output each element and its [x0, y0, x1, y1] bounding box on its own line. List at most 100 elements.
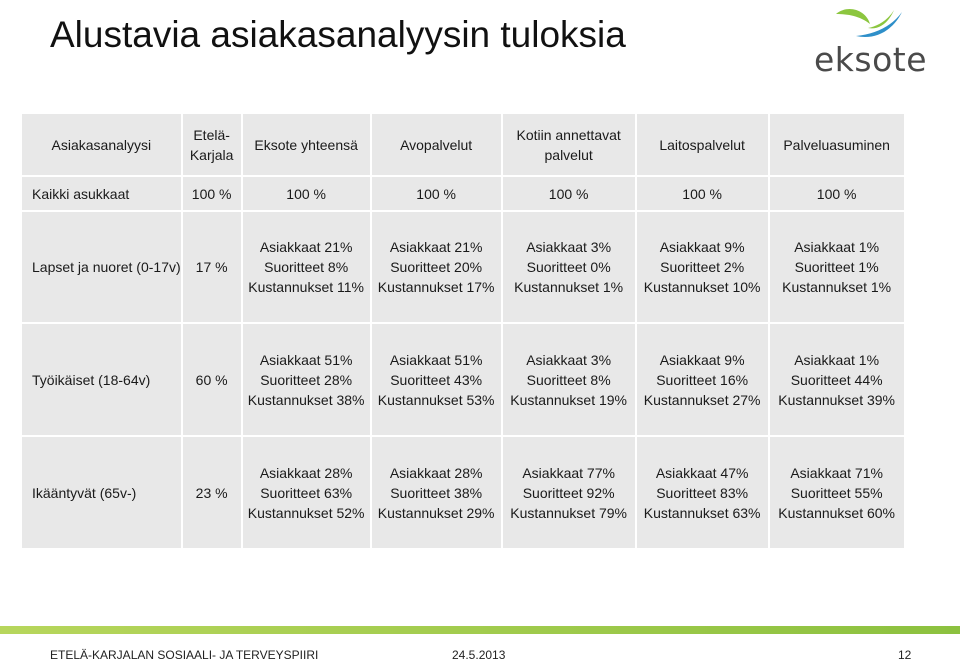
table-cell: 100 % [636, 177, 768, 210]
cell-line: Suoritteet 63% [260, 484, 353, 501]
page-number: 12 [898, 648, 912, 662]
cell-line: 17 % [195, 259, 228, 275]
table-row: Kaikki asukkaat 100 % 100 % 100 % 100 % … [22, 177, 904, 210]
cell-line: Ikääntyvät (65v-) [32, 484, 137, 501]
cell-line: Kustannukset 63% [643, 504, 761, 521]
cell-line: Suoritteet 83% [656, 484, 749, 501]
table-cell: Asiakkaat 21% Suoritteet 8% Kustannukset 1… [242, 212, 370, 322]
cell-line: Etelä- [193, 126, 230, 143]
logo-text: eksote [814, 40, 928, 79]
cell-line: Suoritteet 8% [264, 259, 349, 275]
cell-line: Kustannukset 17% [377, 279, 495, 295]
table-cell: Asiakkaat 51% Suoritteet 28% Kustannukset … [242, 324, 370, 435]
cell-line: Kustannukset 19% [510, 391, 628, 408]
cell-line: 100 % [548, 185, 589, 202]
cell-line: Suoritteet 92% [522, 484, 615, 501]
cell-line: 100 % [416, 185, 456, 202]
row-label: Kaikki asukkaat [22, 177, 181, 210]
table-cell: Asiakkaat 51% Suoritteet 43% Kustannukset … [371, 324, 501, 435]
row-label: Lapset ja nuoret (0-17v) [22, 212, 181, 322]
table-cell: Asiakkaat 1% Suoritteet 1% Kustannukset 1% [769, 212, 904, 322]
table-cell: Asiakkaat 71% Suoritteet 55% Kustannukset … [769, 437, 904, 548]
table-cell: 100 % [502, 177, 635, 210]
table-cell: Asiakkaat 1% Suoritteet 44% Kustannukset 3… [769, 324, 904, 435]
table-cell: 100 % [242, 177, 370, 210]
cell-line: Suoritteet 38% [390, 484, 483, 501]
table-cell: Asiakkaat 47% Suoritteet 83% Kustannukset … [636, 437, 768, 548]
table-row: Lapset ja nuoret (0-17v) 17 % Asiakkaat … [22, 212, 904, 322]
cell-line: Suoritteet 2% [660, 259, 745, 275]
cell-line: Suoritteet 0% [526, 259, 611, 275]
cell-line: Asiakkaat 28% [259, 464, 353, 481]
eksote-leaf-icon [836, 9, 902, 37]
cell-line: Eksote yhteensä [254, 136, 358, 153]
cell-line: 100 % [286, 185, 326, 202]
slide-title: Alustavia asiakasanalyysin tuloksia [50, 14, 626, 55]
cell-line: Asiakkaat 1% [794, 239, 880, 255]
cell-line: Kustannukset 10% [643, 279, 761, 295]
table-header-row: Asiakasanalyysi Etelä- Karjala Eksote yht… [22, 114, 904, 175]
table-cell: Asiakkaat 28% Suoritteet 38% Kustannukset … [371, 437, 501, 548]
header-cell: Laitospalvelut [636, 114, 768, 175]
cell-line: Asiakkaat 3% [526, 239, 612, 255]
cell-line: 100 % [816, 185, 857, 202]
cell-line: Kustannukset 1% [514, 279, 624, 295]
table-cell: 17 % [182, 212, 241, 322]
cell-line: Kustannukset 39% [778, 391, 896, 408]
cell-line: 23 % [195, 484, 228, 501]
table-cell: Asiakkaat 3% Suoritteet 0% Kustannukset 1% [502, 212, 635, 322]
table-cell: Asiakkaat 21% Suoritteet 20% Kustannukset … [371, 212, 501, 322]
cell-line: Kustannukset 29% [377, 504, 495, 521]
row-label: Työikäiset (18-64v) [22, 324, 181, 435]
eksote-logo: eksote [812, 6, 927, 79]
header-cell: Etelä- Karjala [182, 114, 241, 175]
cell-line: Suoritteet 28% [260, 371, 353, 388]
header-cell: Palveluasuminen [769, 114, 904, 175]
cell-line: 100 % [191, 185, 232, 202]
table-row: Ikääntyvät (65v-) 23 % Asiakkaat 28% Suor… [22, 437, 904, 548]
header-cell: Kotiin annettavat palvelut [502, 114, 635, 175]
cell-line: Lapset ja nuoret (0-17v) [32, 259, 181, 275]
header-cell: Eksote yhteensä [242, 114, 370, 175]
cell-line: Laitospalvelut [659, 136, 745, 153]
cell-line: Suoritteet 55% [790, 484, 883, 501]
cell-line: Suoritteet 44% [790, 371, 883, 388]
table-cell: 100 % [769, 177, 904, 210]
cell-line: Kustannukset 1% [782, 279, 892, 295]
table-cell: Asiakkaat 9% Suoritteet 16% Kustannukset 2… [636, 324, 768, 435]
cell-line: Kustannukset 79% [510, 504, 628, 521]
analysis-table: Asiakasanalyysi Etelä- Karjala Eksote yht… [20, 112, 906, 550]
header-cell: Asiakasanalyysi [22, 114, 181, 175]
cell-line: Asiakasanalyysi [51, 136, 152, 153]
cell-line: Asiakkaat 51% [259, 351, 353, 368]
footer-date: 24.5.2013 [452, 648, 506, 662]
table-cell: Asiakkaat 3% Suoritteet 8% Kustannukset 19… [502, 324, 635, 435]
cell-line: palvelut [544, 146, 593, 163]
cell-line: Suoritteet 8% [526, 371, 611, 388]
table-cell: 60 % [182, 324, 241, 435]
cell-line: Asiakkaat 21% [259, 239, 353, 255]
cell-line: Karjala [189, 146, 234, 163]
cell-line: Asiakkaat 71% [790, 464, 883, 481]
cell-line: Suoritteet 20% [390, 259, 483, 275]
table-cell: 100 % [371, 177, 501, 210]
cell-line: Asiakkaat 9% [659, 239, 745, 255]
cell-line: 60 % [195, 371, 228, 388]
row-label: Ikääntyvät (65v-) [22, 437, 181, 548]
cell-line: Kustannukset 60% [778, 504, 896, 521]
cell-line: Kustannukset 52% [247, 504, 365, 521]
cell-line: Palveluasuminen [783, 136, 890, 153]
cell-line: Kotiin annettavat [516, 126, 621, 143]
cell-line: Asiakkaat 28% [389, 464, 483, 481]
header-cell: Avopalvelut [371, 114, 501, 175]
footer-bar [0, 626, 960, 634]
cell-line: Asiakkaat 3% [526, 351, 612, 368]
cell-line: Työikäiset (18-64v) [32, 371, 151, 388]
cell-line: Asiakkaat 51% [389, 351, 483, 368]
cell-line: Kaikki asukkaat [32, 185, 130, 202]
table-cell: 23 % [182, 437, 241, 548]
cell-line: Kustannukset 27% [643, 391, 761, 408]
cell-line: Asiakkaat 1% [794, 351, 880, 368]
table-cell: Asiakkaat 77% Suoritteet 92% Kustannukset … [502, 437, 635, 548]
cell-line: Asiakkaat 77% [522, 464, 615, 481]
